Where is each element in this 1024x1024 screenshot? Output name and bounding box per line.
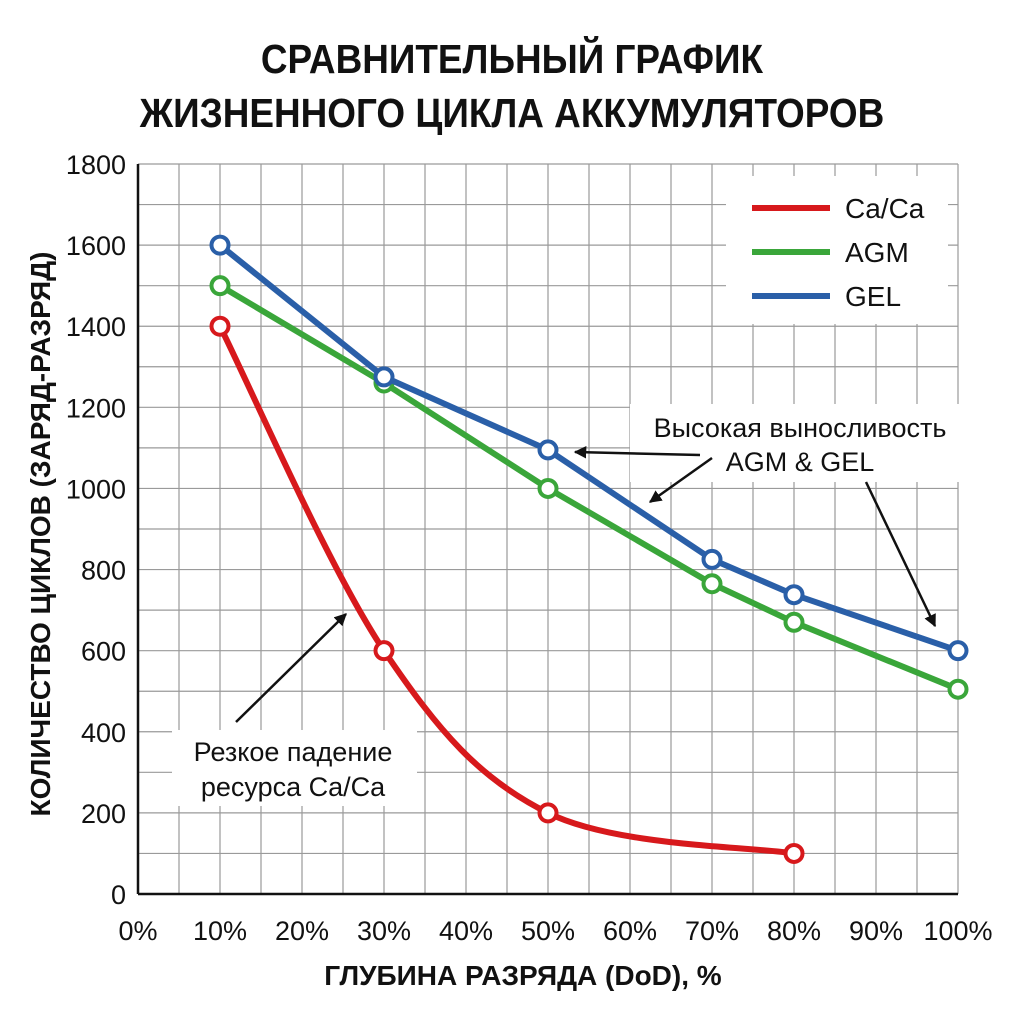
legend-label-gel: GEL bbox=[845, 281, 901, 312]
x-tick-label: 80% bbox=[767, 916, 821, 946]
annotation-caca-line-1: Резкое падение bbox=[194, 737, 393, 767]
series-layer bbox=[209, 234, 969, 864]
data-point-agm bbox=[209, 275, 231, 297]
data-point-gel bbox=[373, 366, 395, 388]
y-tick-label: 1200 bbox=[66, 393, 126, 423]
data-point-caca bbox=[537, 802, 559, 824]
annotation-background bbox=[172, 730, 417, 806]
axes: 0% 10% 20% 30% 40% 50% 60% 70% 80% 90% 100% 0 200 400… bbox=[25, 150, 993, 991]
y-tick-label: 600 bbox=[81, 637, 126, 667]
grid bbox=[138, 163, 959, 894]
annotation-agm-gel-line-1: Высокая выносливость bbox=[654, 413, 947, 443]
x-tick-label: 70% bbox=[685, 916, 739, 946]
x-tick-label: 40% bbox=[439, 916, 493, 946]
x-tick-label: 60% bbox=[603, 916, 657, 946]
x-tick-label: 100% bbox=[923, 916, 992, 946]
series-line-caca bbox=[217, 323, 797, 857]
x-tick-label: 50% bbox=[521, 916, 575, 946]
data-point-agm bbox=[947, 678, 969, 700]
y-tick-label: 1600 bbox=[66, 231, 126, 261]
annotation-background bbox=[630, 404, 965, 482]
x-tick-label: 30% bbox=[357, 916, 411, 946]
x-tick-label: 90% bbox=[849, 916, 903, 946]
legend-label-agm: AGM bbox=[845, 237, 909, 268]
legend-label-caca: Ca/Ca bbox=[845, 193, 925, 224]
y-axis-title: КОЛИЧЕСТВО ЦИКЛОВ (ЗАРЯД-РАЗРЯД) bbox=[25, 252, 56, 817]
y-tick-label: 200 bbox=[81, 799, 126, 829]
y-tick-label: 1800 bbox=[66, 150, 126, 180]
x-tick-label: 0% bbox=[118, 916, 157, 946]
data-point-agm bbox=[701, 573, 723, 595]
data-point-agm bbox=[537, 477, 559, 499]
x-tick-label: 10% bbox=[193, 916, 247, 946]
annotation-arrow bbox=[573, 446, 701, 459]
data-point-gel bbox=[701, 548, 723, 570]
x-axis-title: ГЛУБИНА РАЗРЯДА (DoD), % bbox=[324, 960, 721, 991]
y-tick-label: 0 bbox=[111, 880, 126, 910]
data-point-gel bbox=[537, 439, 559, 461]
chart-title-line-1: СРАВНИТЕЛЬНЫЙ ГРАФИК bbox=[260, 36, 764, 82]
y-tick-label: 1400 bbox=[66, 312, 126, 342]
data-point-gel bbox=[209, 234, 231, 256]
annotation-agm-gel-line-2: AGM & GEL bbox=[726, 447, 875, 477]
data-point-agm bbox=[783, 611, 805, 633]
annotations: Высокая выносливость AGM & GEL Резкое паде… bbox=[172, 404, 965, 806]
y-tick-label: 800 bbox=[81, 556, 126, 586]
annotation-caca-line-2: ресурса Ca/Ca bbox=[201, 772, 386, 802]
y-tick-label: 1000 bbox=[66, 474, 126, 504]
series-line-agm bbox=[217, 282, 961, 693]
data-point-caca bbox=[209, 315, 231, 337]
legend: Ca/Ca AGM GEL bbox=[726, 176, 948, 324]
chart-title: СРАВНИТЕЛЬНЫЙ ГРАФИК ЖИЗНЕННОГО ЦИКЛА АК… bbox=[51, 32, 973, 140]
annotation-arrow bbox=[864, 481, 937, 628]
data-point-gel bbox=[947, 640, 969, 662]
series-line-gel bbox=[217, 242, 961, 654]
x-tick-label: 20% bbox=[275, 916, 329, 946]
annotation-arrow bbox=[235, 613, 347, 723]
y-tick-label: 400 bbox=[81, 718, 126, 748]
data-point-gel bbox=[783, 584, 805, 606]
chart-title-line-2: ЖИЗНЕННОГО ЦИКЛА АККУМУЛЯТОРОВ bbox=[139, 90, 885, 136]
annotation-arrow bbox=[648, 456, 713, 504]
data-point-caca bbox=[783, 842, 805, 864]
data-point-caca bbox=[373, 640, 395, 662]
